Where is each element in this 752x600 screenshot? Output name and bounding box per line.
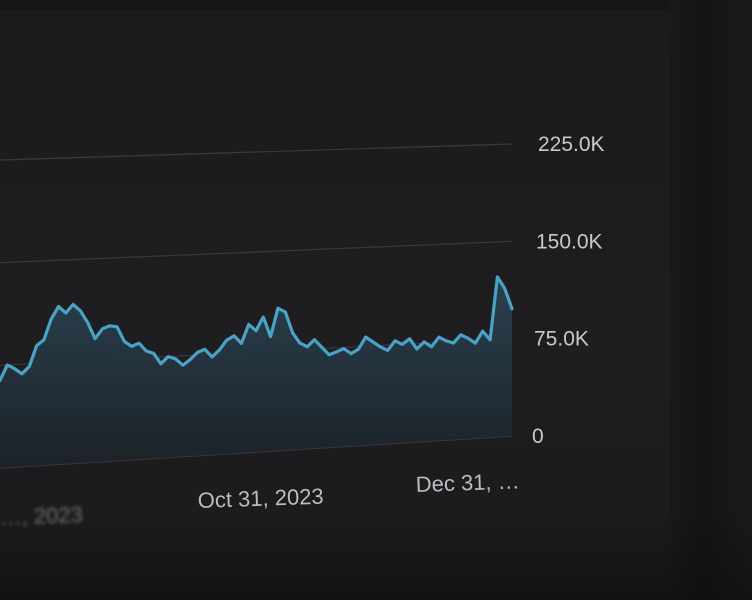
x-tick-label: …, 2023 [0,502,83,530]
y-tick-label: 0 [532,425,544,448]
y-axis-ticks: 0 75.0K 150.0K 225.0K [532,133,605,448]
bottom-shade [0,510,752,600]
x-tick-label: Dec 31, … [415,468,520,497]
x-tick-label: Oct 31, 2023 [197,484,324,513]
gridline [0,240,513,264]
display-bezel [670,0,752,600]
series-line [0,275,514,382]
top-band [0,0,680,10]
y-tick-label: 225.0K [538,133,605,156]
y-tick-label: 75.0K [534,328,589,351]
x-axis-ticks: …, 2023 Oct 31, 2023 Dec 31, … [0,468,520,530]
y-tick-label: 150.0K [536,230,603,253]
gridline [0,143,513,161]
series-area-fill [0,277,512,468]
